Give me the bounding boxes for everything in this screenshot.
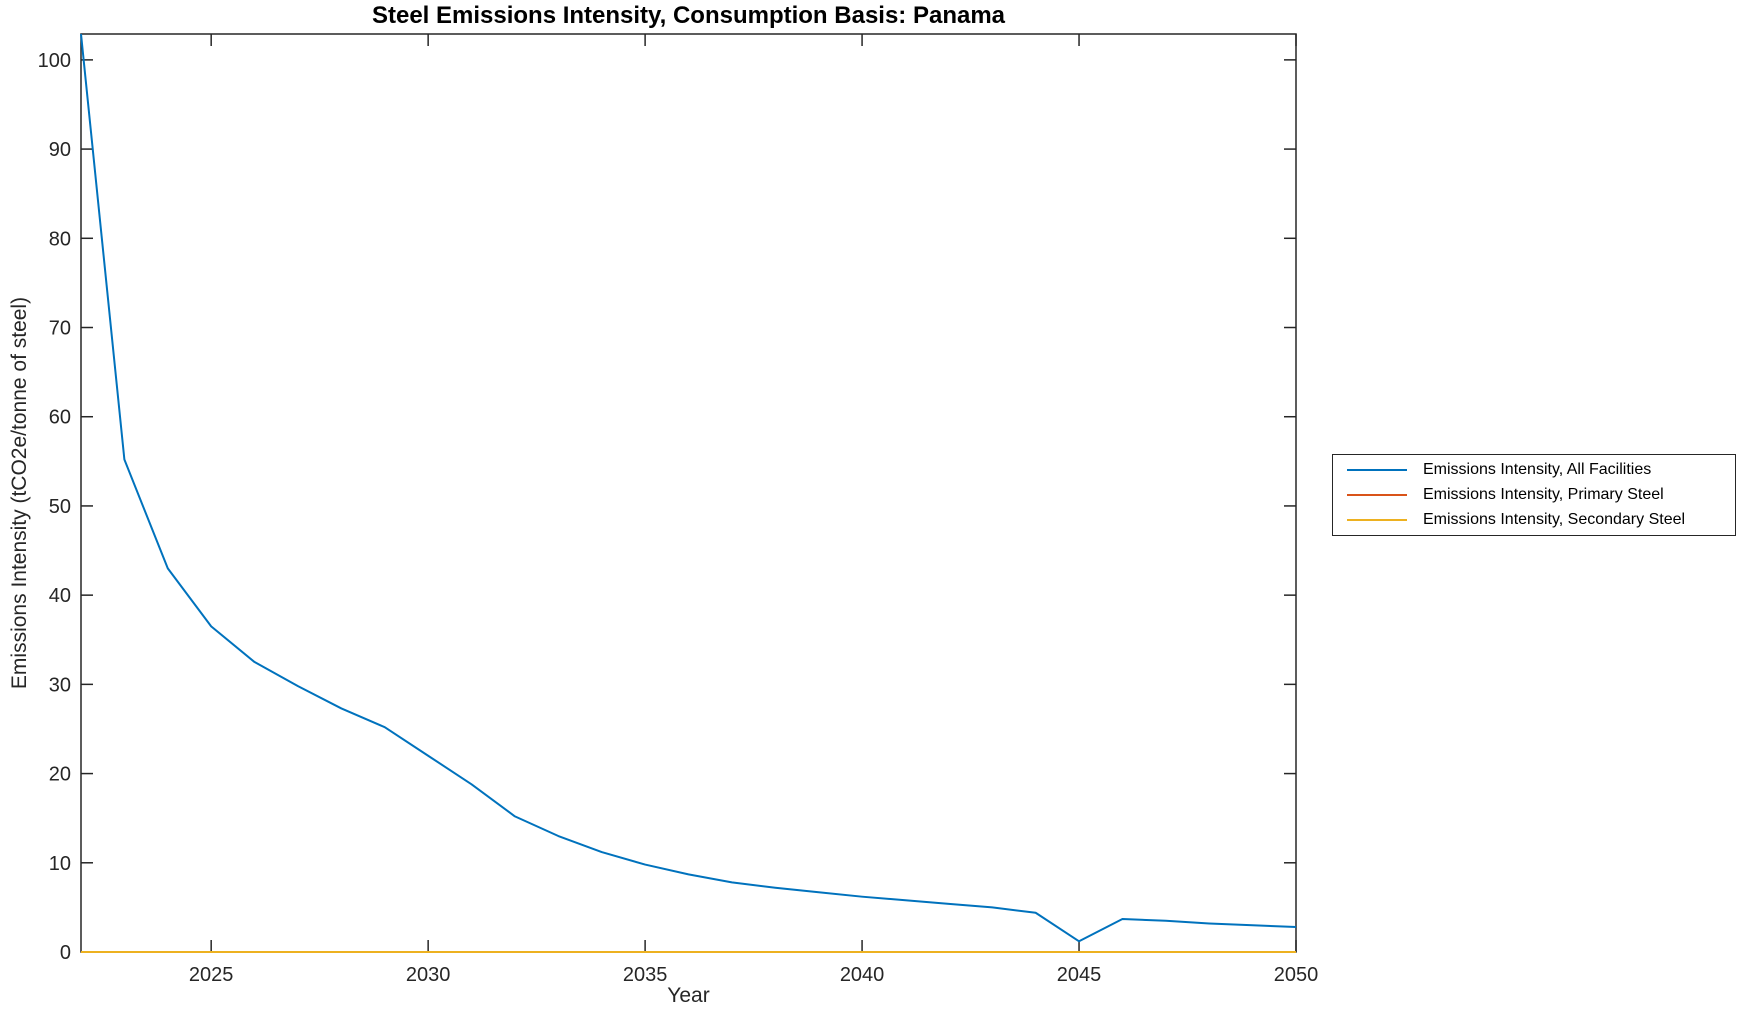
x-tick-label: 2030 — [406, 964, 451, 986]
legend-item: Emissions Intensity, Secondary Steel — [1333, 508, 1735, 533]
legend-swatch-secondary-steel — [1347, 519, 1407, 521]
y-axis-label: Emissions Intensity (tCO2e/tonne of stee… — [8, 296, 31, 690]
legend-swatch-primary-steel — [1347, 494, 1407, 496]
legend-swatch-all-facilities — [1347, 469, 1407, 471]
legend: Emissions Intensity, All Facilities Emis… — [1332, 454, 1736, 536]
x-tick-label: 2025 — [189, 964, 234, 986]
x-tick-label: 2040 — [840, 964, 885, 986]
y-tick-label: 40 — [49, 585, 71, 607]
series-line-0 — [80, 33, 1297, 943]
x-tick-label: 2035 — [623, 964, 668, 986]
y-tick-label: 100 — [38, 50, 71, 72]
y-tick-label: 80 — [49, 228, 71, 250]
legend-item: Emissions Intensity, Primary Steel — [1333, 483, 1735, 508]
legend-label-primary-steel: Emissions Intensity, Primary Steel — [1423, 486, 1664, 503]
legend-label-all-facilities: Emissions Intensity, All Facilities — [1423, 461, 1652, 478]
y-tick-label: 30 — [49, 674, 71, 696]
x-tick-label: 2050 — [1274, 964, 1319, 986]
axis-box — [80, 33, 1297, 953]
y-tick-label: 50 — [49, 496, 71, 518]
x-tick-label: 2045 — [1057, 964, 1102, 986]
y-tick-label: 10 — [49, 853, 71, 875]
y-tick-label: 20 — [49, 764, 71, 786]
y-tick-label: 60 — [49, 407, 71, 429]
y-tick-label: 0 — [60, 942, 71, 964]
chart-title: Steel Emissions Intensity, Consumption B… — [371, 2, 1006, 29]
legend-item: Emissions Intensity, All Facilities — [1333, 458, 1735, 483]
x-axis-label: Year — [667, 984, 710, 1007]
legend-label-secondary-steel: Emissions Intensity, Secondary Steel — [1423, 511, 1686, 528]
y-tick-label: 90 — [49, 139, 71, 161]
y-tick-label: 70 — [49, 318, 71, 340]
